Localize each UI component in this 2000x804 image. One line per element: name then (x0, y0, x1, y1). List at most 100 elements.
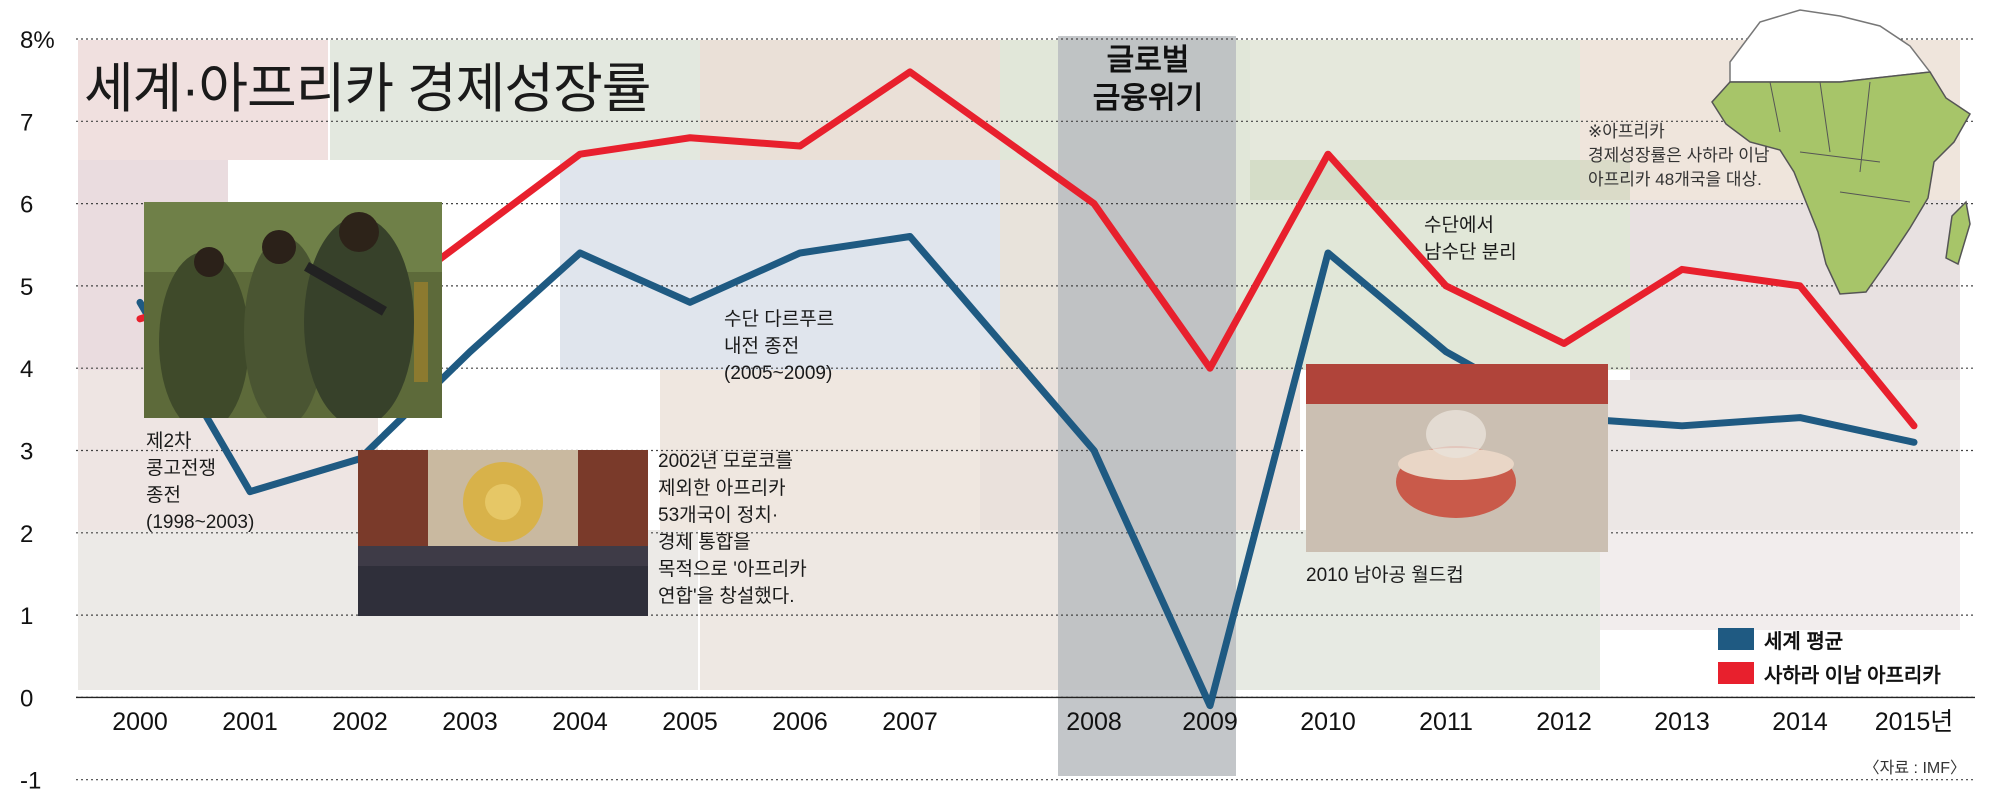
data-point-world (1911, 439, 1917, 446)
africa-map-north (1729, 9, 1932, 83)
x-tick-label: 2014 (1772, 708, 1828, 736)
y-tick-label: 7 (20, 109, 33, 136)
data-point-world (577, 249, 583, 256)
y-tick-label: 8% (20, 27, 55, 54)
banknote-tile (330, 40, 700, 160)
x-tick-label: 2002 (332, 708, 388, 736)
data-point-world (1091, 447, 1097, 454)
y-tick-label: 3 (20, 439, 33, 466)
legend-swatch-africa (1718, 662, 1754, 684)
madagascar-shape (1945, 200, 1971, 266)
source-note: 〈자료 : IMF〉 (1863, 760, 1966, 777)
crisis-band (1058, 36, 1236, 776)
note-world-cup-line: 2010 남아공 월드컵 (1306, 565, 1464, 586)
y-tick-label: 0 (20, 685, 33, 712)
data-point-world (247, 488, 253, 495)
data-point-africa (907, 68, 913, 75)
data-point-world (687, 299, 693, 306)
data-point-africa (1091, 200, 1097, 207)
note-world-cup: 2010 남아공 월드컵 (1306, 562, 1464, 589)
data-point-world (467, 348, 473, 355)
x-tick-label: 2005 (662, 708, 718, 736)
data-point-world (907, 233, 913, 240)
data-point-world (1325, 249, 1331, 256)
legend-swatch-world (1718, 628, 1754, 650)
note-congo-line: 제2차 (146, 431, 192, 452)
x-tick-label: 2010 (1300, 708, 1356, 736)
data-point-africa (1443, 282, 1449, 289)
y-tick-label: 2 (20, 521, 33, 548)
note-darfur-line: 수단 다르푸르 (724, 309, 835, 330)
chart-title: 세계·아프리카 경제성장률 (84, 59, 651, 119)
x-tick-label: 2006 (772, 708, 828, 736)
data-point-world (1443, 348, 1449, 355)
x-tick-label: 2013 (1654, 708, 1710, 736)
africa-note-line: 아프리카 48개국을 대상. (1588, 170, 1762, 189)
data-point-africa (1207, 365, 1213, 372)
banknote-tile (1600, 530, 1960, 630)
note-au-line: 연합'을 창설했다. (658, 586, 795, 607)
note-darfur: 수단 다르푸르 내전 종전 (2005~2009) (724, 306, 834, 387)
note-au-line: 경제 통합을 (658, 532, 751, 553)
note-congo-line: 콩고전쟁 (146, 458, 216, 479)
legend-item-world: 세계 평균 (1718, 622, 1941, 656)
y-tick-label: 1 (20, 603, 33, 630)
data-point-africa (467, 233, 473, 240)
x-tick-label: 2001 (222, 708, 278, 736)
africa-map (1711, 9, 1971, 295)
note-au-line: 53개국이 정치· (658, 505, 779, 526)
data-point-africa (1561, 340, 1567, 347)
data-point-africa (1797, 282, 1803, 289)
africa-note-line: 경제성장률은 사하라 이남 (1588, 146, 1770, 165)
banknote-tile (78, 40, 328, 160)
x-tick-label: 2011 (1419, 708, 1473, 736)
data-point-world (137, 299, 143, 306)
x-tick-label: 2004 (552, 708, 608, 736)
crisis-label-line2: 금융위기 (1092, 82, 1204, 115)
note-darfur-line: (2005~2009) (724, 363, 833, 384)
x-tick-label: 2012 (1536, 708, 1592, 736)
y-tick-label: 4 (20, 356, 33, 383)
banknote-tile (700, 530, 1120, 690)
soldiers-photo (144, 202, 442, 418)
x-tick-label: 2009 (1182, 708, 1238, 736)
x-tick-label: 2000 (112, 708, 168, 736)
note-sudan-line: 남수단 분리 (1424, 242, 1517, 263)
note-congo-line: (1998~2003) (146, 512, 255, 533)
note-au-line: 제외한 아프리카 (658, 478, 786, 499)
data-point-africa (797, 142, 803, 149)
data-point-africa (1325, 151, 1331, 158)
data-point-africa (1911, 422, 1917, 429)
note-au-line: 목적으로 '아프리카 (658, 559, 807, 580)
x-tick-label: 2007 (882, 708, 938, 736)
x-tick-label: 2015년 (1875, 708, 1954, 736)
legend-item-africa: 사하라 이남 아프리카 (1718, 656, 1941, 690)
note-sudan: 수단에서 남수단 분리 (1424, 212, 1517, 266)
data-point-world (1797, 414, 1803, 421)
note-african-union: 2002년 모로코를 제외한 아프리카 53개국이 정치· 경제 통합을 목적으… (658, 448, 807, 610)
y-tick-label: 5 (20, 274, 33, 301)
africa-map-subsaharan (1711, 71, 1971, 295)
note-congo-line: 종전 (146, 485, 181, 506)
data-point-africa (577, 151, 583, 158)
world-cup-photo (1306, 364, 1608, 552)
data-point-world (1679, 422, 1685, 429)
y-tick-label: -1 (20, 768, 41, 795)
x-tick-label: 2008 (1066, 708, 1122, 736)
africa-note: ※아프리카 경제성장률은 사하라 이남 아프리카 48개국을 대상. (1588, 120, 1770, 192)
legend-label-world: 세계 평균 (1764, 630, 1844, 653)
x-tick-label: 2003 (442, 708, 498, 736)
crisis-label: 글로벌 금융위기 (1062, 42, 1234, 118)
crisis-label-line1: 글로벌 (1106, 44, 1190, 77)
legend: 세계 평균 사하라 이남 아프리카 (1718, 622, 1941, 690)
data-point-africa (1679, 266, 1685, 273)
african-union-photo (358, 450, 648, 616)
data-point-africa (687, 134, 693, 141)
note-darfur-line: 내전 종전 (724, 336, 800, 357)
africa-note-line: ※아프리카 (1588, 122, 1665, 141)
legend-label-africa: 사하라 이남 아프리카 (1764, 664, 1941, 687)
y-tick-label: 6 (20, 192, 33, 219)
data-point-world (797, 249, 803, 256)
